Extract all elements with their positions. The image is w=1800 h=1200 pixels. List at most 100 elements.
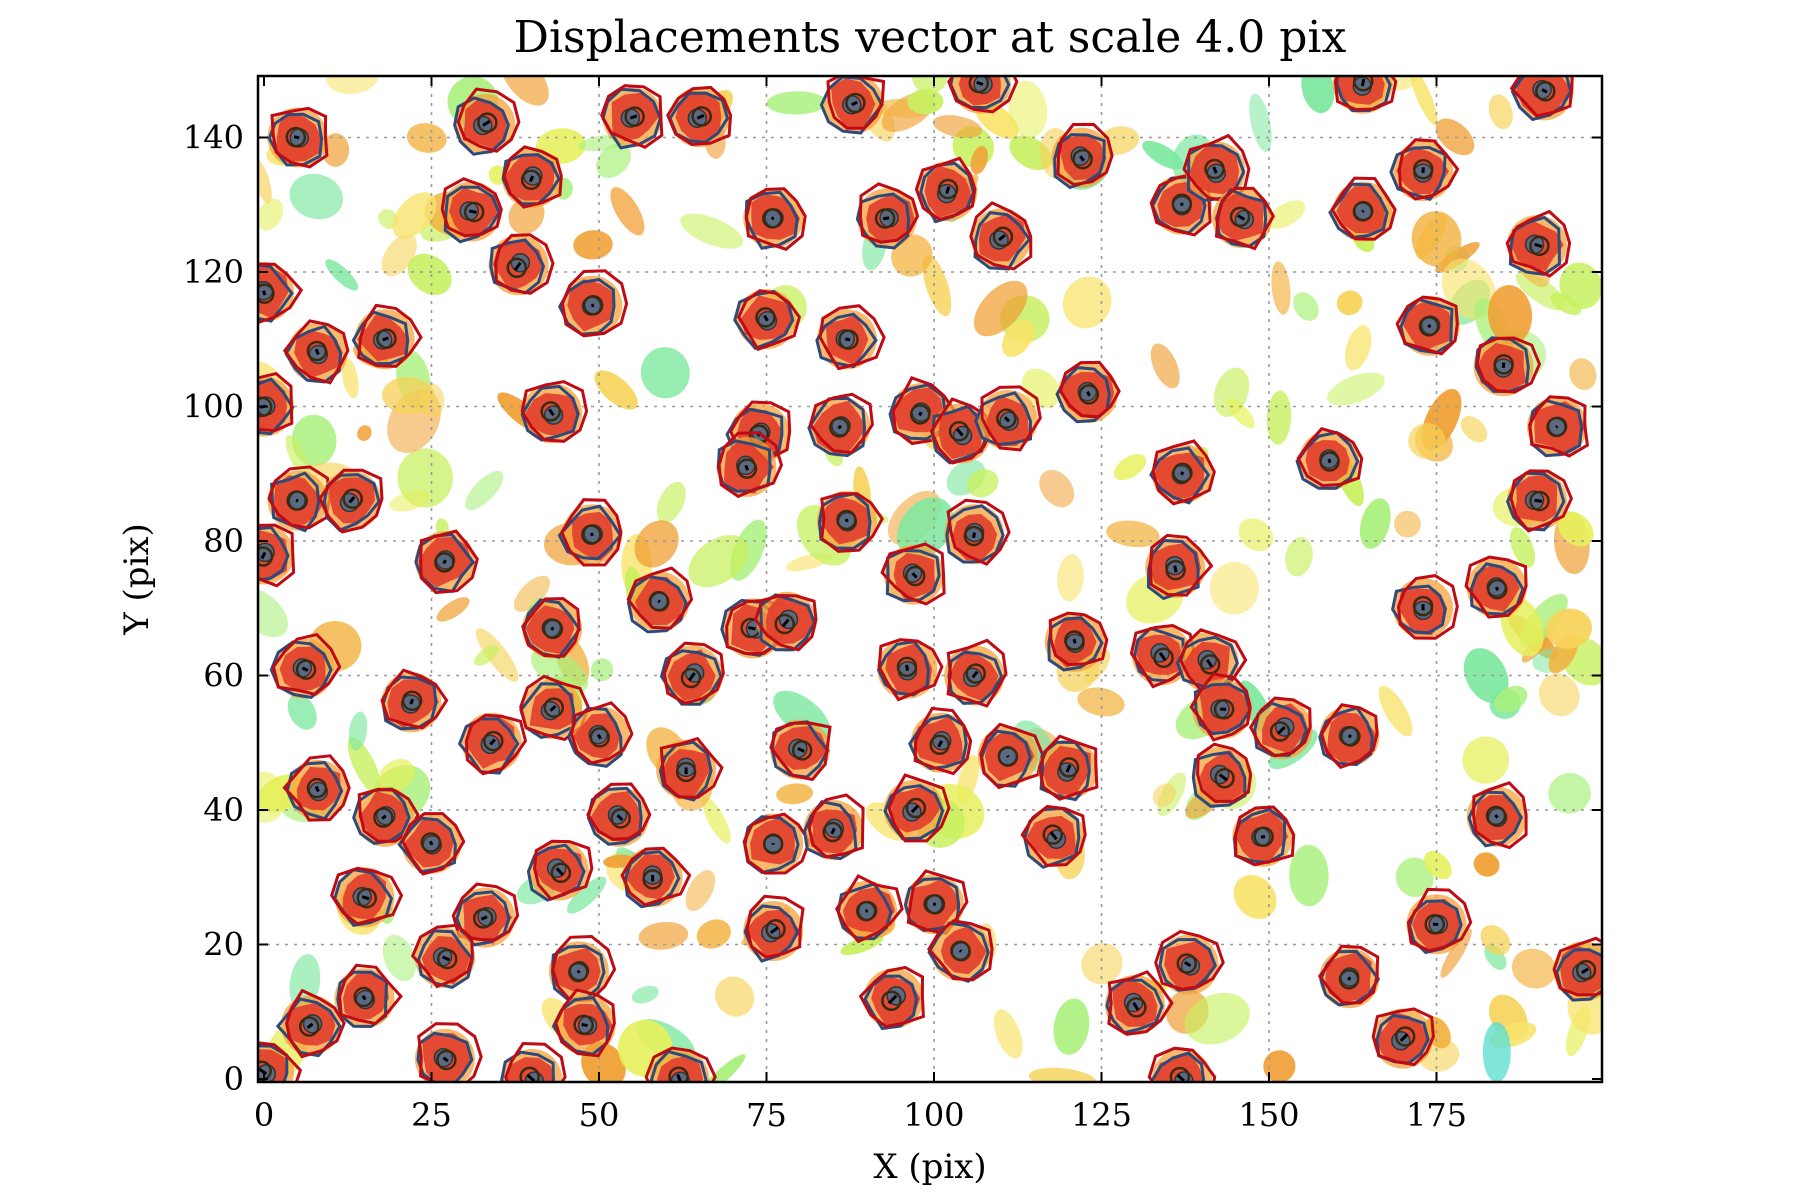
- displaced-marker: [1353, 76, 1374, 92]
- data-point: [282, 319, 350, 385]
- displaced-contour: [357, 787, 420, 843]
- displaced-marker: [258, 546, 274, 567]
- displaced-marker: [691, 106, 712, 127]
- displaced-marker: [762, 208, 783, 229]
- displaced-contour: [267, 465, 332, 530]
- displacement-vector: [1086, 390, 1091, 397]
- displaced-marker: [1486, 578, 1508, 600]
- displaced-marker: [1319, 451, 1340, 472]
- background-blob: [1289, 844, 1329, 907]
- displaced-marker: [1176, 953, 1198, 974]
- reference-contour: [558, 278, 616, 336]
- displacement-vector: [1347, 734, 1352, 739]
- reference-contour: [908, 714, 968, 771]
- displaced-contour: [502, 145, 563, 209]
- data-point: [1505, 469, 1574, 533]
- reference-contour: [520, 384, 580, 442]
- background-blob: [1113, 454, 1147, 481]
- displaced-marker: [1078, 384, 1100, 405]
- data-point: [903, 869, 969, 935]
- displaced-marker: [1418, 316, 1440, 337]
- background-blob: [1482, 1022, 1511, 1082]
- displacement-vector: [428, 840, 434, 846]
- reference-contour: [649, 1049, 708, 1082]
- data-point: [558, 269, 629, 338]
- background-blob: [966, 469, 999, 498]
- background-blob: [1249, 93, 1272, 153]
- displaced-contour: [338, 963, 403, 1026]
- background-blob: [531, 647, 589, 694]
- displaced-contour: [745, 187, 807, 251]
- background-blob: [357, 425, 372, 441]
- displaced-marker: [376, 328, 397, 349]
- displaced-marker: [436, 1049, 457, 1071]
- displaced-contour: [1509, 76, 1574, 118]
- data-point: [453, 87, 521, 156]
- background-blob: [1057, 554, 1084, 602]
- data-point: [1232, 805, 1296, 867]
- displacement-vector: [1360, 78, 1366, 87]
- displaced-marker: [845, 92, 866, 114]
- background-blob: [696, 919, 731, 949]
- displacement-vector: [596, 733, 602, 740]
- displacement-vector: [696, 114, 705, 120]
- displacement-vector: [1534, 498, 1543, 503]
- background-blob: [1081, 943, 1123, 985]
- background-blob: [1511, 948, 1557, 989]
- chart-title: Displacements vector at scale 4.0 pix: [514, 12, 1347, 63]
- displaced-contour: [742, 812, 811, 875]
- displaced-marker: [1171, 193, 1193, 215]
- data-point: [876, 638, 944, 702]
- background-blob: [406, 123, 447, 153]
- background-blob: [287, 693, 317, 730]
- displacement-vector: [971, 670, 979, 679]
- displaced-marker: [1204, 158, 1225, 180]
- displacement-vector: [1003, 416, 1011, 423]
- reference-contour: [1469, 562, 1525, 616]
- displaced-marker: [1412, 158, 1434, 180]
- data-point: [1295, 427, 1364, 491]
- displaced-contour: [533, 839, 594, 901]
- displaced-contour: [586, 782, 652, 841]
- y-tick-label: 60: [203, 657, 244, 695]
- background-blob: [970, 146, 988, 175]
- displaced-marker: [1072, 148, 1093, 170]
- reference-contour: [551, 995, 610, 1056]
- displaced-contour: [1107, 970, 1174, 1036]
- displacement-vector: [442, 559, 447, 565]
- data-point: [414, 529, 479, 595]
- data-point: [1212, 186, 1276, 251]
- background-blob: [258, 156, 272, 204]
- background-blob: [1327, 372, 1385, 406]
- data-point: [1105, 970, 1174, 1036]
- background-blob: [1106, 520, 1160, 548]
- reference-contour: [973, 211, 1032, 271]
- data-point: [1332, 76, 1398, 114]
- reference-contour: [1505, 471, 1566, 532]
- displacement-vector: [442, 1056, 449, 1063]
- displaced-marker: [1338, 968, 1360, 990]
- reference-contour: [658, 740, 713, 802]
- background-blob: [1001, 319, 1035, 357]
- y-tick-label: 140: [183, 119, 244, 157]
- background-blob: [1440, 928, 1472, 978]
- displacement-vector: [293, 135, 300, 140]
- data-point: [526, 839, 594, 902]
- displaced-marker: [550, 862, 572, 884]
- displaced-marker: [755, 307, 776, 328]
- background-blob: [766, 91, 827, 115]
- displaced-marker: [1529, 235, 1550, 257]
- data-point: [1473, 336, 1542, 397]
- background-blob: [1488, 94, 1513, 130]
- data-point: [927, 919, 994, 983]
- displacement-vector: [489, 738, 496, 746]
- displaced-contour: [560, 269, 629, 338]
- data-point: [1020, 804, 1087, 869]
- background-blob: [1409, 76, 1438, 126]
- displacement-vector: [676, 1073, 682, 1082]
- data-point: [551, 988, 616, 1058]
- data-point: [754, 591, 818, 652]
- data-point: [742, 812, 811, 875]
- displaced-marker: [950, 940, 971, 962]
